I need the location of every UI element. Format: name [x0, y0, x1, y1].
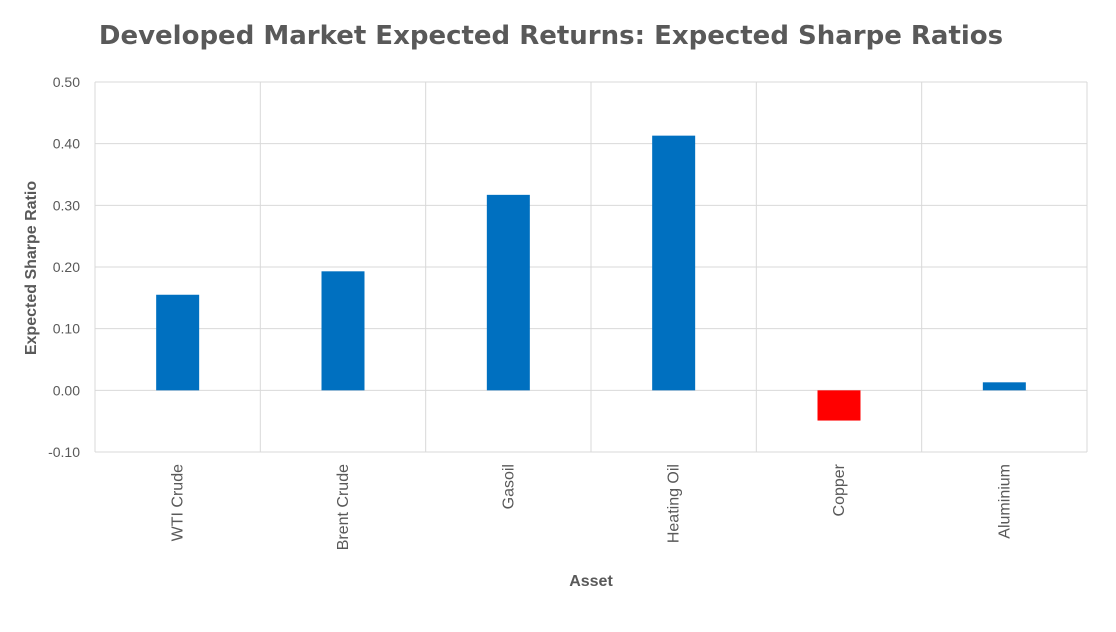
y-tick-label: 0.40 — [53, 136, 80, 152]
bar — [817, 390, 861, 421]
y-tick-label: 0.50 — [53, 74, 80, 90]
x-category-label: Brent Crude — [335, 464, 352, 550]
bar — [982, 382, 1026, 391]
y-tick-label: 0.00 — [53, 382, 80, 398]
bar — [321, 271, 365, 391]
bars — [156, 135, 1026, 421]
grid — [94, 81, 1088, 453]
x-category-label: Gasoil — [500, 464, 517, 509]
x-category-label: WTI Crude — [170, 464, 187, 541]
x-axis-title: Asset — [569, 573, 613, 590]
bar — [156, 294, 200, 391]
x-axis-category-labels: WTI Crude Brent Crude Gasoil Heating Oil Cop… — [170, 463, 1014, 550]
bar — [486, 194, 530, 391]
y-axis-ticks: 0.50 0.40 0.30 0.20 0.10 0.00 -0.10 — [48, 74, 80, 460]
y-axis-title: Expected Sharpe Ratio — [23, 181, 40, 356]
bar — [652, 135, 696, 391]
x-category-label: Heating Oil — [666, 464, 683, 543]
x-category-label: Aluminium — [996, 464, 1013, 539]
y-tick-label: 0.20 — [53, 259, 80, 275]
y-tick-label: 0.10 — [53, 321, 80, 337]
x-category-label: Copper — [831, 463, 848, 516]
y-tick-label: -0.10 — [48, 444, 80, 460]
y-tick-label: 0.30 — [53, 197, 80, 213]
chart-title: Developed Market Expected Returns: Expec… — [99, 21, 1003, 51]
